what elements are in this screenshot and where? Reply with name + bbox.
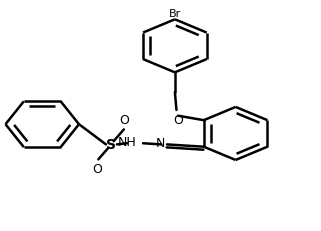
Text: Br: Br <box>169 9 181 19</box>
Text: N: N <box>156 136 165 149</box>
Text: O: O <box>120 114 129 127</box>
Text: O: O <box>93 163 103 176</box>
Text: S: S <box>106 137 116 151</box>
Text: NH: NH <box>118 135 137 148</box>
Text: O: O <box>173 114 183 127</box>
